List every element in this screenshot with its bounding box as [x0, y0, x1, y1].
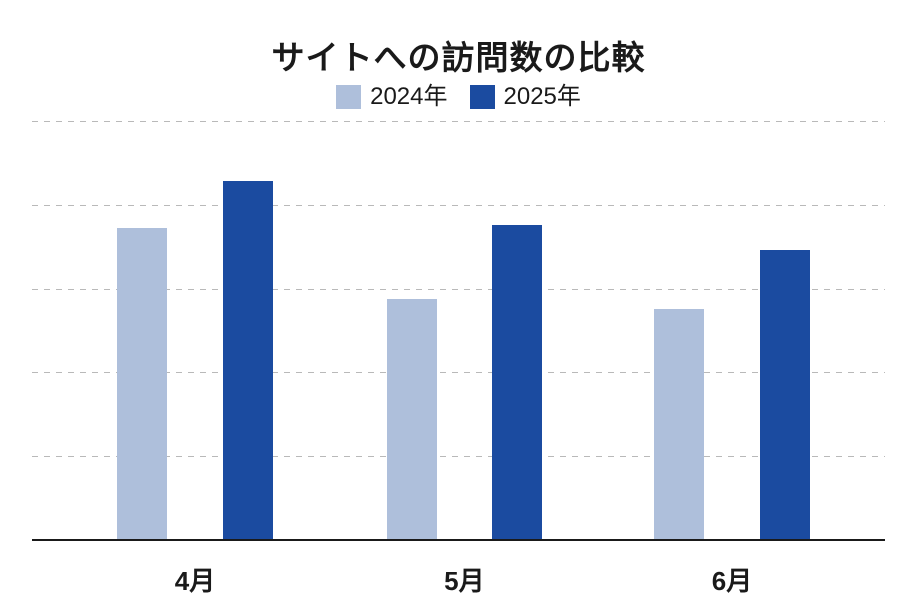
bar-2025年-5月 [492, 224, 542, 540]
bar-2025年-4月 [222, 180, 273, 540]
legend-swatch-icon [336, 85, 362, 109]
legend-item-2024年: 2024年 [336, 83, 448, 110]
gridline [32, 121, 885, 122]
x-axis-label-5月: 5月 [444, 566, 485, 596]
x-axis-line [32, 539, 885, 541]
legend-label: 2025年 [503, 83, 581, 110]
legend-item-2025年: 2025年 [469, 83, 581, 110]
gridline [32, 204, 885, 206]
x-axis-label-6月: 6月 [711, 566, 753, 596]
legend-swatch-icon [469, 85, 495, 109]
legend-label: 2024年 [370, 83, 448, 110]
gridline [32, 372, 885, 374]
plot-area [32, 121, 885, 540]
gridline [32, 288, 885, 290]
chart-title: サイトへの訪問数の比較 [271, 39, 646, 76]
gridline [32, 456, 885, 458]
bar-2024年-6月 [654, 308, 705, 540]
bar-2025年-6月 [759, 250, 810, 540]
bar-2024年-5月 [386, 298, 437, 540]
chart-legend: 2024年 2025年 [0, 85, 917, 109]
bar-2024年-4月 [117, 228, 168, 540]
x-axis-label-4月: 4月 [174, 566, 216, 596]
